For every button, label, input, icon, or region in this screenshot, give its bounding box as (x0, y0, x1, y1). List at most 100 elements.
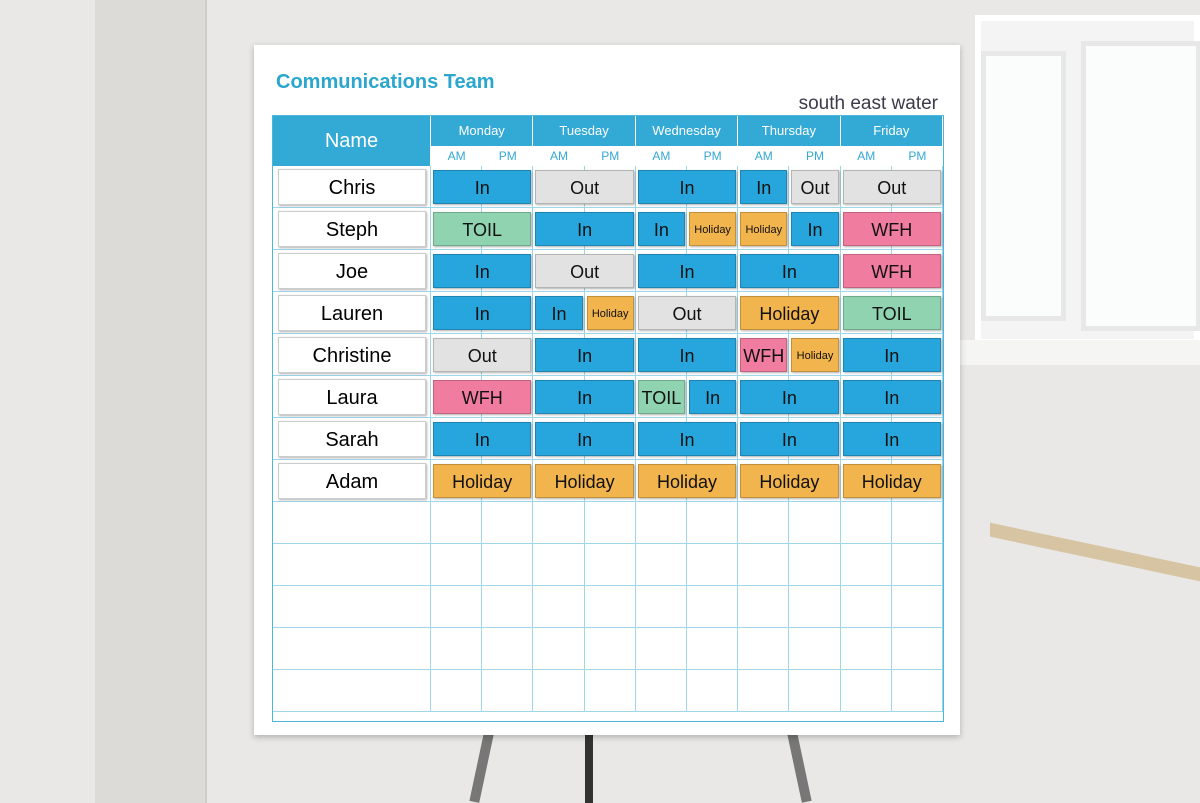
grid-cell (584, 670, 636, 712)
status-magnet: In (433, 254, 532, 288)
grid-cell (584, 586, 636, 628)
status-magnet: Out (842, 170, 941, 204)
status-magnet: In (535, 422, 634, 456)
grid-cell (273, 670, 431, 712)
status-magnet: In (740, 380, 839, 414)
status-magnet: Out (791, 170, 839, 204)
status-magnet: In (535, 380, 634, 414)
grid-cell (891, 502, 943, 544)
grid-cell (840, 586, 892, 628)
grid-cell (687, 292, 739, 334)
status-magnet: Holiday (740, 464, 839, 498)
grid-cell (687, 376, 739, 418)
half-header: AM (652, 149, 671, 163)
grid-cell (738, 208, 790, 250)
grid-cell (687, 670, 739, 712)
grid-cell (273, 502, 431, 544)
status-magnet: In (637, 254, 737, 288)
status-magnet: In (637, 170, 737, 204)
grid-cell (635, 208, 687, 250)
grid-cell (891, 376, 943, 418)
status-magnet: In (740, 422, 839, 456)
status-magnet: In (433, 170, 532, 204)
grid-cell (584, 292, 636, 334)
status-magnet: In (637, 212, 685, 246)
grid-cell (840, 670, 892, 712)
grid-cell (584, 418, 636, 460)
half-header: PM (703, 149, 722, 163)
status-magnet: In (433, 296, 532, 330)
grid-cell (273, 166, 431, 208)
status-magnet: In (535, 296, 583, 330)
grid-cell (273, 628, 431, 670)
grid-cell (891, 628, 943, 670)
grid-cell (273, 250, 431, 292)
grid-cell (431, 502, 483, 544)
door-frame (95, 0, 207, 803)
grid-cell (273, 544, 431, 586)
window-sill (960, 340, 1200, 365)
grid-cell (687, 418, 739, 460)
grid-cell (789, 670, 841, 712)
grid-cell (687, 586, 739, 628)
grid-cell (533, 502, 585, 544)
grid-cell (431, 586, 483, 628)
board-title: Communications Team (276, 71, 495, 93)
grid-cell (635, 502, 687, 544)
grid-cell (533, 670, 585, 712)
grid-cell (273, 334, 431, 376)
half-header: PM (805, 149, 824, 163)
grid-cell (584, 250, 636, 292)
status-magnet: In (433, 422, 532, 456)
status-magnet: In (842, 338, 941, 372)
grid-cell (687, 460, 739, 502)
status-magnet: Out (535, 254, 634, 288)
status-magnet: In (535, 212, 634, 246)
grid-cell (891, 334, 943, 376)
status-magnet: Out (637, 296, 737, 330)
grid-cell (789, 376, 841, 418)
status-magnet: In (637, 422, 737, 456)
grid-cell (482, 418, 534, 460)
grid-cell (789, 460, 841, 502)
status-magnet: Holiday (842, 464, 941, 498)
half-header: PM (908, 149, 927, 163)
grid-cell (789, 418, 841, 460)
logo: south east water (798, 93, 938, 114)
grid-cell (891, 544, 943, 586)
grid-cell (891, 166, 943, 208)
name-card: Sarah (278, 421, 426, 457)
grid-cell (584, 544, 636, 586)
grid-cell (584, 334, 636, 376)
status-magnet: Holiday (535, 464, 634, 498)
day-header: Thursday (738, 116, 841, 146)
status-magnet: In (535, 338, 634, 372)
grid-cell (482, 544, 534, 586)
grid-cell (840, 502, 892, 544)
status-magnet: In (842, 380, 941, 414)
status-magnet: Out (535, 170, 634, 204)
status-magnet: Holiday (586, 296, 634, 330)
grid-cell (687, 250, 739, 292)
grid-cell (738, 334, 790, 376)
grid-cell (635, 628, 687, 670)
grid-cell (533, 544, 585, 586)
grid-cell (584, 628, 636, 670)
grid-cell (431, 628, 483, 670)
rota-grid: Name Monday AM PM Tuesday AM PM Wednesday AM PM Th… (272, 115, 944, 722)
status-magnet: Holiday (740, 212, 788, 246)
day-header: Wednesday (635, 116, 739, 146)
status-magnet: In (637, 338, 737, 372)
grid-cell (482, 334, 534, 376)
grid-cell (273, 460, 431, 502)
grid-cell (687, 544, 739, 586)
grid-cell (635, 586, 687, 628)
half-header: AM (857, 149, 876, 163)
grid-cell (840, 628, 892, 670)
grid-cell (891, 670, 943, 712)
status-magnet: TOIL (637, 380, 685, 414)
name-card: Adam (278, 463, 426, 499)
status-magnet: In (842, 422, 941, 456)
grid-cell (533, 292, 585, 334)
grid-cell (482, 376, 534, 418)
